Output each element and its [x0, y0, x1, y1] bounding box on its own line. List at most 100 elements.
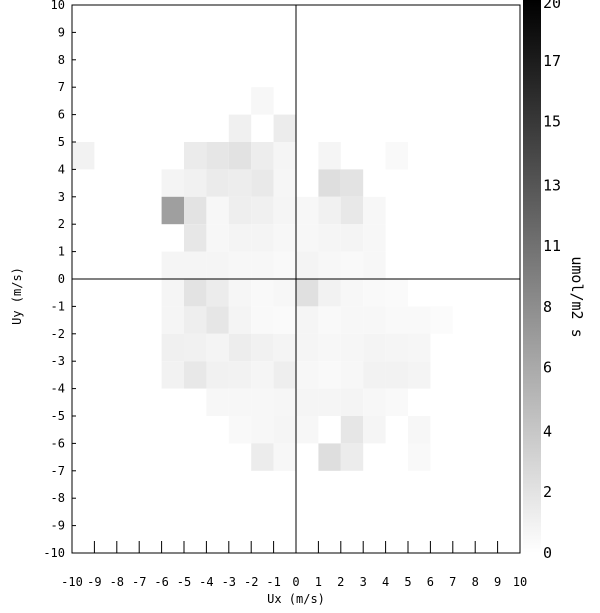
heatmap-cell: [206, 251, 229, 279]
y-tick-label: 2: [58, 217, 65, 231]
heatmap-cell: [340, 279, 364, 307]
heatmap-cell: [296, 251, 319, 279]
x-tick-label: 10: [513, 575, 527, 589]
x-tick-label: -7: [132, 575, 146, 589]
x-tick-label: 8: [472, 575, 479, 589]
heatmap-cell: [273, 443, 296, 471]
colorbar-tick-label: 11: [543, 237, 561, 255]
y-tick-label: -9: [51, 519, 65, 533]
heatmap-cell: [363, 196, 386, 225]
y-tick-label: -5: [51, 409, 65, 423]
x-tick-label: 4: [382, 575, 389, 589]
heatmap-cell: [273, 251, 296, 279]
heatmap-cell: [251, 361, 274, 389]
y-tick-label: 6: [58, 108, 65, 122]
heatmap-cell: [273, 224, 296, 252]
heatmap-cell: [273, 142, 296, 170]
heatmap-cell: [363, 251, 386, 279]
heatmap-cell: [273, 306, 296, 334]
colorbar-tick-label: 17: [543, 52, 561, 70]
x-tick-label: -8: [110, 575, 124, 589]
y-tick-label: -10: [43, 546, 65, 560]
colorbar-tick-label: 6: [543, 359, 552, 377]
heatmap-cell: [430, 306, 453, 334]
x-tick-label: -9: [87, 575, 101, 589]
heatmap-cell: [296, 196, 319, 225]
heatmap-cell: [363, 279, 386, 307]
heatmap-cell: [228, 196, 252, 225]
heatmap-cell: [340, 306, 364, 334]
heatmap-cell: [184, 333, 207, 362]
heatmap-cell: [228, 333, 252, 362]
heatmap-cell: [296, 388, 319, 416]
heatmap-cell: [318, 333, 341, 362]
colorbar-tick-label: 15: [543, 113, 561, 131]
heatmap-cell: [251, 169, 274, 197]
heatmap-cell: [273, 361, 296, 389]
x-tick-label: 2: [337, 575, 344, 589]
heatmap-cell: [161, 196, 184, 225]
y-tick-label: 0: [58, 272, 65, 286]
heatmap-cell: [184, 224, 207, 252]
colorbar: [523, 0, 541, 553]
y-tick-label: -3: [51, 354, 65, 368]
heatmap-cell: [273, 416, 296, 444]
x-tick-label: -2: [244, 575, 258, 589]
y-tick-label: 8: [58, 53, 65, 67]
heatmap-cell: [251, 279, 274, 307]
heatmap-cell: [408, 361, 431, 389]
heatmap-cell: [363, 416, 386, 444]
y-tick-label: 3: [58, 190, 65, 204]
crosshair: [72, 5, 520, 553]
y-tick-label: -6: [51, 436, 65, 450]
heatmap-cell: [273, 333, 296, 362]
x-tick-label: 7: [449, 575, 456, 589]
y-tick-label: -8: [51, 491, 65, 505]
heatmap-cell: [228, 416, 252, 444]
x-tick-label: 9: [494, 575, 501, 589]
heatmap-cell: [161, 169, 184, 197]
heatmap-cell: [296, 224, 319, 252]
heatmap-cell: [340, 251, 364, 279]
heatmap-cell: [251, 224, 274, 252]
heatmap-cell: [273, 196, 296, 225]
heatmap-cell: [318, 224, 341, 252]
heatmap-cell: [318, 169, 341, 197]
heatmap-cell: [273, 388, 296, 416]
y-axis-title: Uy (m/s): [10, 267, 24, 325]
y-tick-label: 5: [58, 135, 65, 149]
heatmap-cell: [363, 306, 386, 334]
heatmap-cell: [161, 361, 184, 389]
heatmap-cell: [408, 443, 431, 471]
colorbar-tick-label: 2: [543, 483, 552, 501]
x-tick-label: 3: [360, 575, 367, 589]
heatmap-cell: [184, 251, 207, 279]
x-tick-label: -4: [199, 575, 213, 589]
heatmap-cell: [184, 279, 207, 307]
y-tick-label: 10: [51, 0, 65, 12]
x-tick-label: -10: [61, 575, 83, 589]
y-tick-label: 7: [58, 80, 65, 94]
heatmap-cell: [161, 279, 184, 307]
heatmap-cell: [408, 416, 431, 444]
heatmap-cell: [184, 169, 207, 197]
heatmap-cell: [385, 142, 408, 170]
heatmap-cell: [363, 333, 386, 362]
x-tick-label: 0: [292, 575, 299, 589]
heatmap-cell: [318, 306, 341, 334]
heatmap-cell: [363, 224, 386, 252]
heatmap-cell: [228, 361, 252, 389]
heatmap-cell: [206, 169, 229, 197]
heatmap-cell: [228, 279, 252, 307]
heatmap-cell: [251, 388, 274, 416]
heatmap-cell: [228, 114, 252, 142]
heatmap-cell: [206, 196, 229, 225]
heatmap-cell: [296, 361, 319, 389]
heatmap-cell: [206, 306, 229, 334]
heatmap-cell: [318, 388, 341, 416]
colorbar-tick-label: 4: [543, 422, 552, 440]
y-tick-label: -2: [51, 327, 65, 341]
heatmap-cell: [318, 251, 341, 279]
heatmap-cell: [251, 333, 274, 362]
